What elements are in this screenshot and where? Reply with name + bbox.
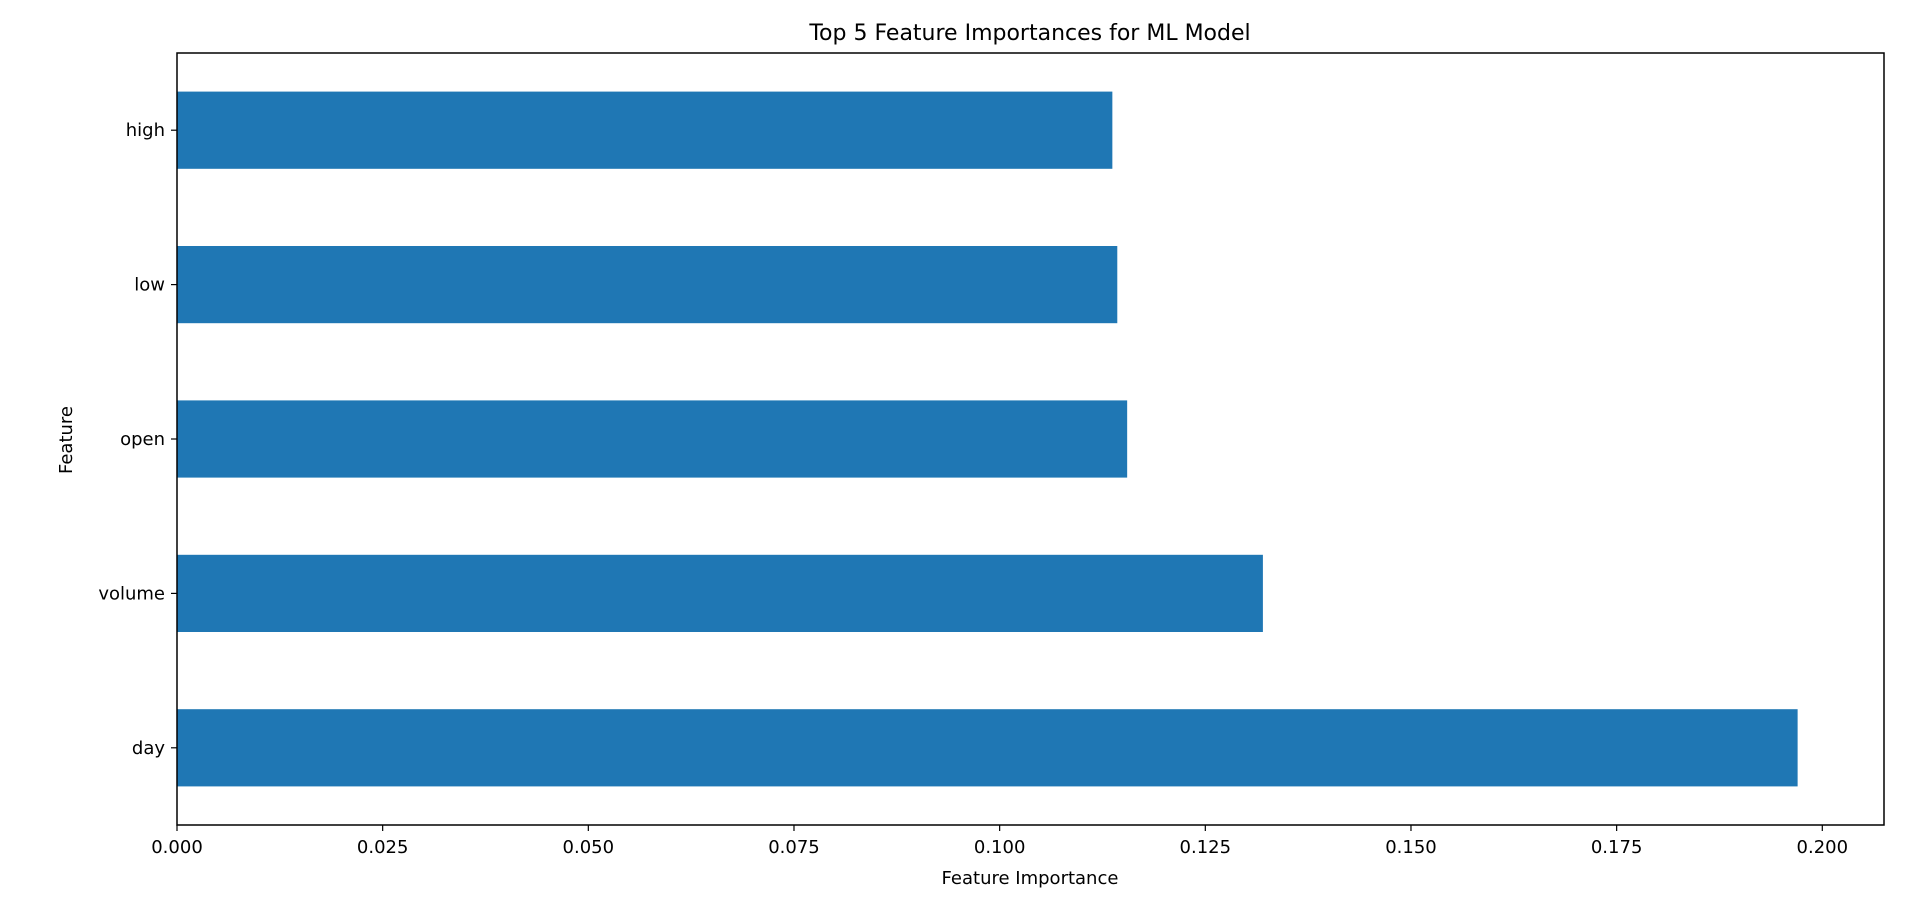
x-tick-label: 0.175 [1591,837,1643,858]
y-axis-ticks: day volume open low high [98,120,177,759]
bar-low [177,246,1118,324]
y-tick-label: volume [98,583,165,604]
x-tick-label: 0.025 [357,837,409,858]
x-tick-label: 0.000 [151,837,203,858]
y-tick-label: open [120,429,165,450]
y-tick-label: day [132,738,165,759]
y-axis-title: Feature [56,406,77,474]
y-tick-label: high [126,120,165,141]
x-axis-title: Feature Importance [942,868,1119,889]
bar-open [177,400,1128,478]
x-tick-label: 0.100 [974,837,1026,858]
x-tick-label: 0.125 [1180,837,1232,858]
x-tick-label: 0.075 [768,837,820,858]
bar-high [177,91,1113,169]
x-tick-label: 0.150 [1385,837,1437,858]
bars-group [177,91,1798,787]
x-tick-label: 0.050 [563,837,615,858]
chart-title: Top 5 Feature Importances for ML Model [808,21,1250,46]
x-tick-label: 0.200 [1797,837,1849,858]
bar-day [177,709,1798,787]
y-tick-label: low [134,275,165,296]
x-axis-ticks: 0.000 0.025 0.050 0.075 0.100 0.125 0.150 0.175… [151,825,1848,858]
bar-volume [177,554,1263,632]
